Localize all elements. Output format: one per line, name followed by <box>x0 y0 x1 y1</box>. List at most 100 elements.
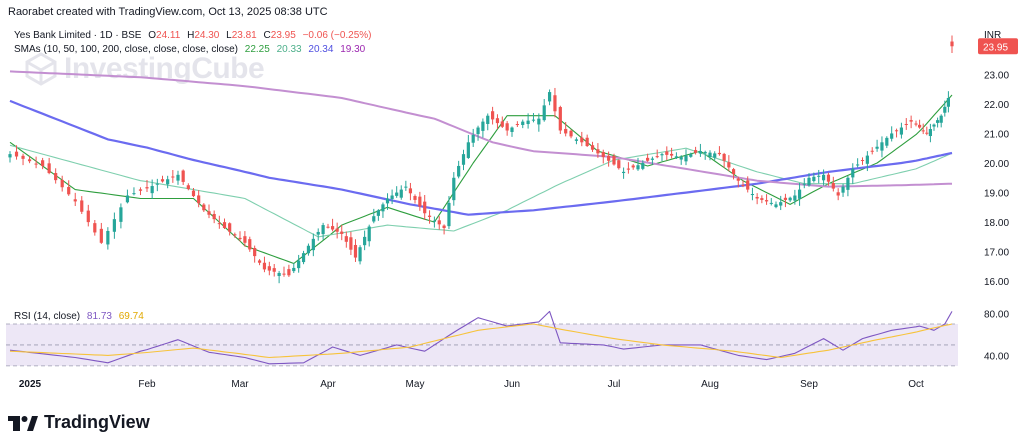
candle <box>176 174 180 181</box>
candle <box>466 142 470 158</box>
candle <box>802 183 806 185</box>
candle <box>41 160 45 166</box>
high-value: 24.30 <box>194 30 220 41</box>
candle <box>262 262 267 270</box>
candle <box>698 151 702 154</box>
open-value: 24.11 <box>156 30 181 41</box>
candle <box>774 204 778 208</box>
candle <box>750 194 755 196</box>
sma-line-0 <box>9 94 953 265</box>
tradingview-logo-icon <box>8 415 38 431</box>
candle <box>491 111 495 120</box>
candle <box>461 154 466 165</box>
candle <box>119 207 123 222</box>
candle <box>86 210 90 223</box>
candle <box>736 178 740 181</box>
candle <box>722 153 726 161</box>
candle <box>93 223 97 233</box>
candle <box>349 237 353 250</box>
low-label: L <box>226 30 232 41</box>
candle <box>248 239 252 250</box>
candle <box>865 155 869 164</box>
candle <box>212 213 216 220</box>
candle <box>601 152 605 158</box>
candle <box>515 124 519 126</box>
candle <box>486 115 490 124</box>
candle <box>860 160 865 162</box>
candle <box>564 128 568 134</box>
rsi-lines <box>9 310 953 365</box>
symbol-name[interactable]: Yes Bank Limited · 1D · BSE <box>14 30 142 41</box>
candle <box>921 130 925 132</box>
candle <box>574 139 579 141</box>
rsi-legend: RSI (14, close) 81.73 69.74 <box>14 311 144 322</box>
tradingview-brand[interactable]: TradingView <box>8 412 150 433</box>
sma-lines <box>9 70 953 265</box>
rsi-tick-0: 40.00 <box>984 351 1009 362</box>
price-tick-4: 20.00 <box>984 159 1009 170</box>
sma100-value: 20.34 <box>308 44 334 55</box>
sma-line-3 <box>9 70 953 188</box>
sma-label[interactable]: SMAs (10, 50, 100, 200, close, close, cl… <box>14 44 238 55</box>
candle <box>826 174 831 182</box>
candle <box>500 121 504 127</box>
candle <box>207 211 211 215</box>
candle <box>856 164 860 166</box>
rsi-background <box>6 323 958 367</box>
candle <box>404 186 408 188</box>
x-tick-1: Feb <box>138 379 156 390</box>
candle <box>510 127 514 132</box>
candle <box>932 124 936 127</box>
rsi-label[interactable]: RSI (14, close) <box>14 311 81 322</box>
price-tick-6: 22.00 <box>984 100 1009 111</box>
candle <box>395 192 399 196</box>
candle <box>457 165 461 177</box>
candle <box>925 132 929 134</box>
candle <box>8 154 12 158</box>
candle <box>880 142 884 151</box>
candle <box>537 118 541 125</box>
candle <box>846 177 850 190</box>
candle <box>372 216 376 222</box>
axis-labels: 16.00 17.00 18.00 19.00 20.00 21.00 22.00 23.00… <box>19 38 1018 390</box>
price-tick-5: 21.00 <box>984 129 1009 140</box>
candle <box>21 155 25 159</box>
candle <box>335 228 339 232</box>
candle <box>646 157 650 161</box>
low-value: 23.81 <box>231 30 257 41</box>
candle <box>34 163 38 165</box>
candle <box>390 195 394 200</box>
brand-text: TradingView <box>44 412 150 432</box>
candle <box>674 156 678 158</box>
candle <box>626 168 630 170</box>
x-tick-4: May <box>406 379 425 390</box>
candle <box>622 171 626 174</box>
candle <box>47 163 51 174</box>
rsi-ma-value: 69.74 <box>118 311 144 322</box>
candle <box>904 123 908 125</box>
price-tick-0: 16.00 <box>984 277 1009 288</box>
candle <box>399 189 403 198</box>
x-tick-9: Oct <box>908 379 924 390</box>
candle <box>202 204 206 211</box>
price-tick-7: 23.00 <box>984 70 1009 81</box>
candle <box>233 234 237 236</box>
candle <box>746 180 750 190</box>
candle <box>812 176 816 181</box>
candle <box>783 197 788 200</box>
candle <box>650 158 654 160</box>
last-price-box <box>978 38 1018 55</box>
candle <box>14 151 19 157</box>
candle <box>617 160 621 169</box>
candle <box>870 150 874 152</box>
candle <box>381 204 385 212</box>
sma-line-2 <box>9 99 953 216</box>
candle <box>160 179 165 182</box>
candle <box>899 127 904 135</box>
candle <box>779 202 783 206</box>
candle <box>660 154 664 156</box>
candle <box>155 183 159 185</box>
symbol-legend: Yes Bank Limited · 1D · BSE O24.11 H24.3… <box>14 30 372 41</box>
candle <box>495 118 500 124</box>
